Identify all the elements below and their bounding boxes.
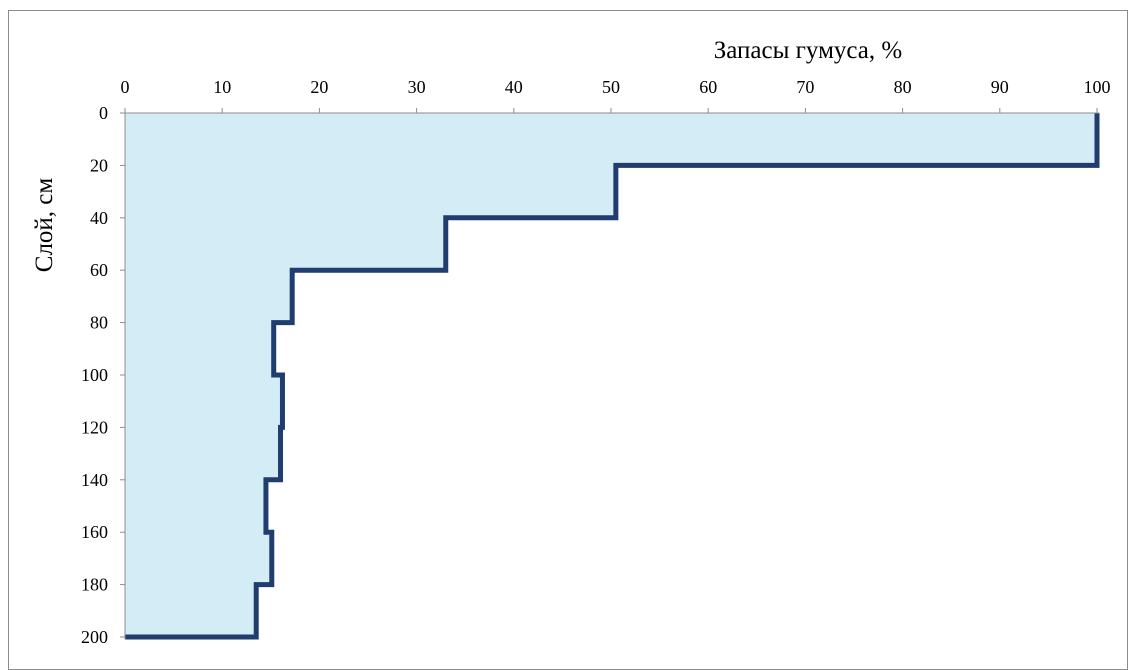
y-tick-label: 160	[81, 522, 108, 542]
x-tick-label: 30	[408, 77, 426, 97]
x-tick-label: 60	[699, 77, 717, 97]
x-tick-label: 90	[991, 77, 1009, 97]
y-tick-label: 120	[81, 417, 108, 437]
y-tick-label: 100	[81, 365, 108, 385]
x-tick-label: 70	[796, 77, 814, 97]
y-tick-label: 80	[90, 313, 108, 333]
axes: 0 10 20 30 40 50 60 70 80 90 100 0 20 40 60 80 100 120 140…	[81, 77, 1111, 647]
x-tick-label: 20	[310, 77, 328, 97]
plot-area	[125, 113, 1100, 640]
x-tick-label: 0	[121, 77, 130, 97]
x-tick-label: 10	[213, 77, 231, 97]
profile-step-line	[125, 113, 1100, 640]
x-axis-title: Запасы гумуса, %	[714, 37, 902, 64]
profile-area-fill	[125, 113, 1097, 637]
y-tick-label: 0	[99, 103, 108, 123]
x-tick-label: 40	[505, 77, 523, 97]
x-tick-label: 50	[602, 77, 620, 97]
y-tick-label: 140	[81, 470, 108, 490]
x-tick-label: 100	[1084, 77, 1111, 97]
y-tick-label: 180	[81, 575, 108, 595]
y-tick-label: 200	[81, 627, 108, 647]
y-tick-label: 20	[90, 155, 108, 175]
y-tick-label: 60	[90, 260, 108, 280]
x-tick-label: 80	[894, 77, 912, 97]
y-tick-label: 40	[90, 208, 108, 228]
y-axis-title: Слой, см	[31, 178, 58, 273]
